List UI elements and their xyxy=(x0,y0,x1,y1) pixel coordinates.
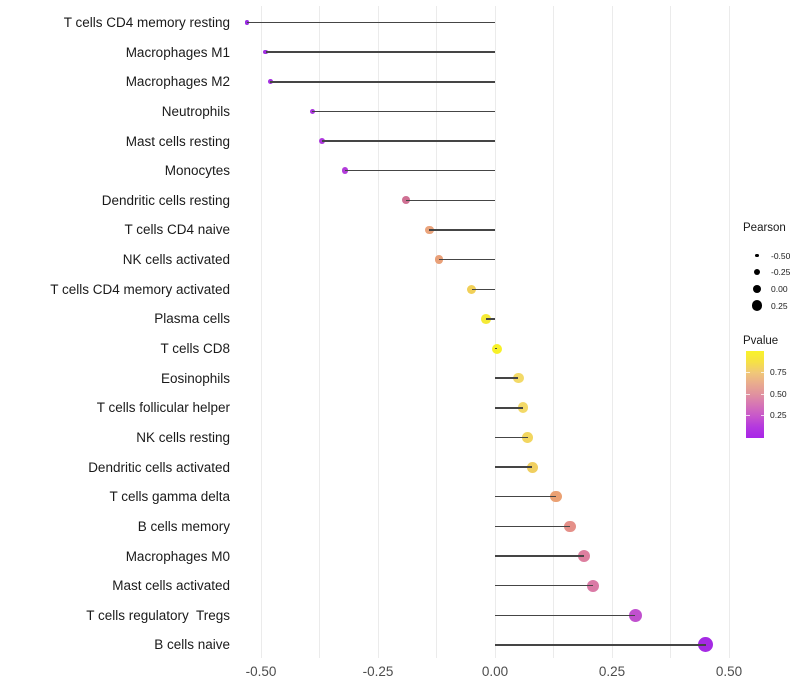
lollipop-dot xyxy=(517,402,529,414)
size-legend-label: 0.25 xyxy=(771,300,788,311)
lollipop-dot xyxy=(527,461,538,473)
size-legend-label: -0.25 xyxy=(771,267,791,278)
x-axis-tick-label: 0.25 xyxy=(598,664,626,679)
gridline xyxy=(553,6,554,658)
gridline xyxy=(377,6,379,658)
size-legend-title: Pearson xyxy=(743,222,786,234)
colorbar-tick xyxy=(760,415,764,417)
category-label: NK cells resting xyxy=(136,429,230,445)
category-label: Macrophages M1 xyxy=(125,44,230,60)
gridline xyxy=(611,6,613,658)
gridline xyxy=(319,6,320,658)
lollipop-dot xyxy=(577,549,590,563)
lollipop-segment xyxy=(495,347,498,350)
x-axis-tick-label: 0.50 xyxy=(715,664,743,679)
lollipop-dot xyxy=(698,637,714,653)
size-legend-label: -0.50 xyxy=(771,250,791,261)
category-label: Neutrophils xyxy=(161,103,230,119)
x-axis-tick-label: -0.25 xyxy=(362,664,394,679)
lollipop-dot xyxy=(550,491,562,503)
gridline xyxy=(436,6,437,658)
category-label: T cells CD8 xyxy=(160,341,230,357)
lollipop-segment xyxy=(495,466,533,468)
colorbar-tick-label: 0.50 xyxy=(770,388,787,399)
lollipop-segment xyxy=(406,199,495,202)
lollipop-dot xyxy=(513,372,524,384)
colorbar-tick xyxy=(760,393,764,395)
category-label: Dendritic cells resting xyxy=(101,192,230,208)
category-label: B cells naive xyxy=(154,637,230,653)
category-label: Macrophages M0 xyxy=(125,548,230,564)
lollipop-segment xyxy=(495,555,584,557)
lollipop-segment xyxy=(495,614,636,617)
colorbar-tick xyxy=(746,415,750,417)
lollipop-segment xyxy=(246,21,495,24)
category-label: T cells CD4 memory activated xyxy=(50,281,230,297)
category-label: Eosinophils xyxy=(160,370,230,386)
size-legend-label: 0.00 xyxy=(771,284,788,295)
category-label: Dendritic cells activated xyxy=(88,459,230,475)
lollipop-segment xyxy=(429,229,495,231)
category-label: T cells CD4 naive xyxy=(124,222,230,238)
x-axis-tick-label: -0.50 xyxy=(245,664,277,679)
category-label: Monocytes xyxy=(164,163,230,179)
lollipop-segment xyxy=(312,110,495,113)
lollipop-segment xyxy=(485,318,495,320)
gridline xyxy=(670,6,671,658)
lollipop-segment xyxy=(495,436,528,439)
color-legend-title: Pvalue xyxy=(743,335,779,347)
lollipop-segment xyxy=(321,140,495,142)
category-label: B cells memory xyxy=(137,518,230,534)
category-label: T cells regulatory Tregs xyxy=(86,607,230,623)
lollipop-segment xyxy=(438,258,495,261)
lollipop-dot xyxy=(564,520,576,533)
lollipop-dot xyxy=(628,608,643,622)
lollipop-dot xyxy=(587,579,600,592)
lollipop-dot xyxy=(522,432,534,443)
colorbar-tick-label: 0.75 xyxy=(770,367,787,378)
category-label: Mast cells activated xyxy=(112,578,230,594)
category-label: NK cells activated xyxy=(122,252,230,268)
lollipop-segment xyxy=(495,584,594,587)
gridline xyxy=(494,6,496,658)
colorbar-tick xyxy=(760,372,764,374)
x-axis-tick-label: 0.00 xyxy=(481,664,509,679)
lollipop-segment xyxy=(471,288,495,290)
category-label: T cells gamma delta xyxy=(109,489,230,505)
pvalue-colorbar xyxy=(746,351,764,438)
lollipop-segment xyxy=(495,525,570,528)
lollipop-dot xyxy=(492,343,503,354)
lollipop-segment xyxy=(495,407,524,409)
category-label: Plasma cells xyxy=(154,311,230,327)
category-label: T cells follicular helper xyxy=(96,400,230,416)
category-label: Macrophages M2 xyxy=(125,74,230,90)
gridline xyxy=(260,6,262,658)
category-label: T cells CD4 memory resting xyxy=(63,15,230,30)
lollipop-segment xyxy=(495,377,519,379)
size-legend-dot xyxy=(753,269,761,276)
colorbar-tick-label: 0.25 xyxy=(770,410,787,421)
size-legend-dot xyxy=(752,284,762,294)
gridline xyxy=(728,6,730,658)
size-legend-dot xyxy=(755,253,759,258)
colorbar-tick xyxy=(746,372,750,374)
lollipop-segment xyxy=(265,51,495,53)
lollipop-segment xyxy=(345,169,495,172)
lollipop-segment xyxy=(495,644,706,646)
colorbar-tick xyxy=(746,393,750,395)
size-legend-dot xyxy=(751,300,763,312)
category-label: Mast cells resting xyxy=(125,133,230,149)
lollipop-segment xyxy=(270,81,495,83)
lollipop-segment xyxy=(495,495,556,498)
